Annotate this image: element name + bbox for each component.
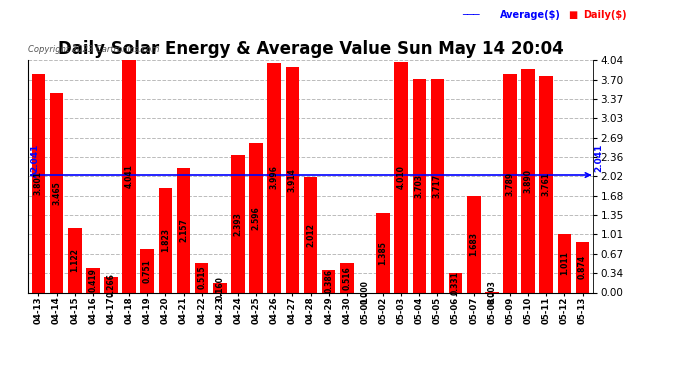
Bar <box>286 67 299 292</box>
Text: 3.914: 3.914 <box>288 168 297 192</box>
Bar <box>503 75 517 292</box>
Bar <box>522 69 535 292</box>
Text: 1.385: 1.385 <box>379 241 388 265</box>
Text: 2.012: 2.012 <box>306 223 315 246</box>
Bar <box>50 93 63 292</box>
Text: Copyright 2023 Cartronics.com: Copyright 2023 Cartronics.com <box>28 45 159 54</box>
Text: 2.041: 2.041 <box>594 144 603 172</box>
Text: 0.516: 0.516 <box>342 266 351 290</box>
Bar <box>249 143 263 292</box>
Bar <box>467 196 480 292</box>
Bar <box>575 242 589 292</box>
Bar <box>558 234 571 292</box>
Bar <box>448 273 462 292</box>
Text: 0.515: 0.515 <box>197 266 206 290</box>
Text: ■: ■ <box>569 10 582 20</box>
Text: 0.874: 0.874 <box>578 255 587 279</box>
Bar <box>213 283 226 292</box>
Text: 4.041: 4.041 <box>125 164 134 188</box>
Bar <box>177 168 190 292</box>
Text: Daily($): Daily($) <box>583 10 627 20</box>
Bar <box>431 79 444 292</box>
Bar <box>231 155 245 292</box>
Text: 4.010: 4.010 <box>397 165 406 189</box>
Text: Average($): Average($) <box>500 10 561 20</box>
Text: 0.331: 0.331 <box>451 271 460 295</box>
Text: 0.386: 0.386 <box>324 269 333 293</box>
Bar <box>268 63 281 292</box>
Bar <box>340 263 353 292</box>
Text: 1.823: 1.823 <box>161 228 170 252</box>
Bar <box>122 60 136 292</box>
Text: 3.717: 3.717 <box>433 174 442 198</box>
Bar <box>141 249 154 292</box>
Text: 0.751: 0.751 <box>143 259 152 283</box>
Text: ───: ─── <box>462 10 483 20</box>
Bar <box>540 76 553 292</box>
Text: 1.122: 1.122 <box>70 248 79 272</box>
Text: 2.041: 2.041 <box>30 144 39 172</box>
Text: 3.890: 3.890 <box>524 169 533 193</box>
Text: 0.003: 0.003 <box>487 280 496 304</box>
Text: 0.160: 0.160 <box>215 276 224 300</box>
Bar <box>395 62 408 292</box>
Bar <box>68 228 81 292</box>
Bar <box>376 213 390 292</box>
Text: 0.000: 0.000 <box>360 280 369 304</box>
Title: Daily Solar Energy & Average Value Sun May 14 20:04: Daily Solar Energy & Average Value Sun M… <box>58 40 563 58</box>
Text: 2.596: 2.596 <box>252 206 261 230</box>
Bar <box>322 270 335 292</box>
Text: 0.266: 0.266 <box>106 273 115 297</box>
Text: 2.157: 2.157 <box>179 219 188 242</box>
Bar <box>104 277 118 292</box>
Bar <box>195 263 208 292</box>
Text: 3.465: 3.465 <box>52 181 61 205</box>
Text: 1.011: 1.011 <box>560 252 569 275</box>
Bar <box>32 74 46 292</box>
Text: 3.801: 3.801 <box>34 171 43 195</box>
Bar <box>413 80 426 292</box>
Text: 0.419: 0.419 <box>88 268 97 292</box>
Bar <box>304 177 317 292</box>
Text: 3.761: 3.761 <box>542 172 551 196</box>
Text: 1.683: 1.683 <box>469 232 478 256</box>
Text: 2.393: 2.393 <box>233 212 242 236</box>
Text: 3.703: 3.703 <box>415 174 424 198</box>
Text: 3.996: 3.996 <box>270 166 279 189</box>
Bar <box>159 188 172 292</box>
Bar <box>86 268 99 292</box>
Text: 3.789: 3.789 <box>506 171 515 195</box>
